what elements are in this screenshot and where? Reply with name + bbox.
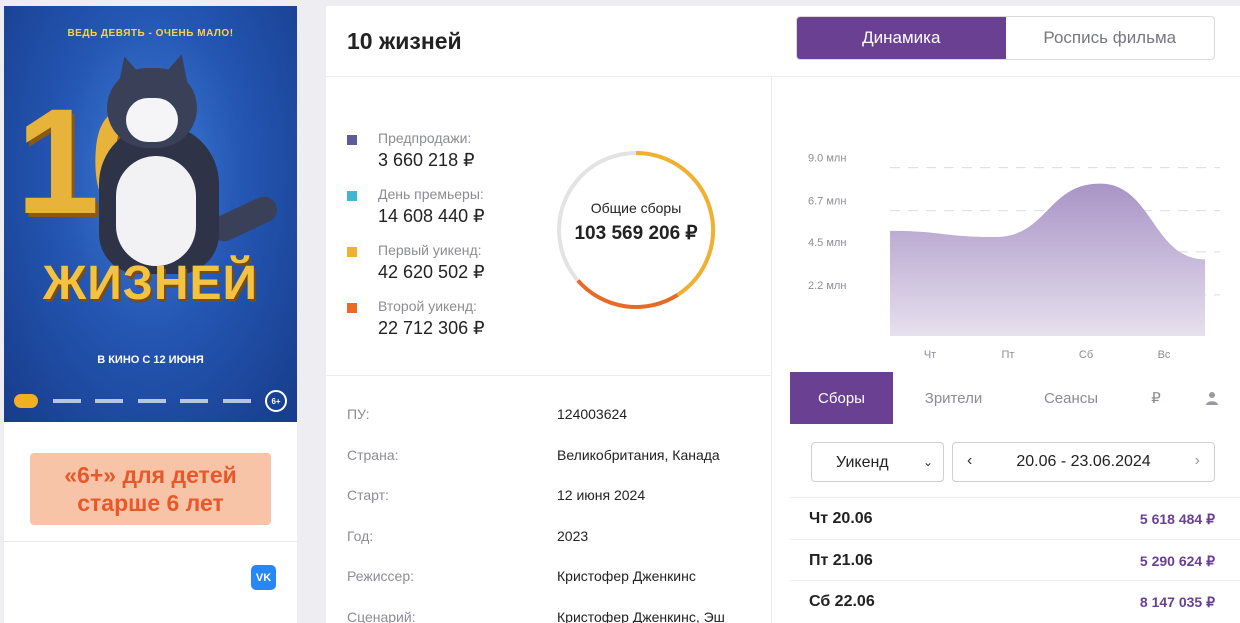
table-row: Чт 20.06 5 618 484 ₽ <box>790 497 1240 538</box>
legend-swatch <box>347 303 357 313</box>
detail-key: Сценарий: <box>347 608 416 623</box>
day-label: Чт 20.06 <box>809 510 873 527</box>
donut-segment-second-weekend <box>576 279 679 310</box>
date-range-picker: ‹ 20.06 - 23.06.2024 › <box>952 442 1215 482</box>
poster-tagline: ВЕДЬ ДЕВЯТЬ - ОЧЕНЬ МАЛО! <box>67 28 234 39</box>
summary-value: 14 608 440 ₽ <box>378 206 485 226</box>
summary-value: 42 620 502 ₽ <box>378 262 485 282</box>
total-value: 103 569 206 ₽ <box>574 223 698 244</box>
divider <box>4 541 297 542</box>
day-label: Пт 21.06 <box>809 552 873 569</box>
page-title: 10 жизней <box>347 28 462 54</box>
detail-value: Кристофер Дженкинс, Эш <box>557 608 725 623</box>
y-tick-label: 4.5 млн <box>808 237 846 249</box>
poster-title: ЖИЗНЕЙ <box>42 257 259 310</box>
divider <box>771 76 772 623</box>
legend-swatch <box>347 191 357 201</box>
detail-value: 12 июня 2024 <box>557 487 646 504</box>
day-label: Сб 22.06 <box>809 593 875 610</box>
summary-value: 3 660 218 ₽ <box>378 150 475 170</box>
poster-release-date: В КИНО С 12 ИЮНЯ <box>97 354 204 366</box>
day-gross: 8 147 035 ₽ <box>1139 594 1215 610</box>
summary-value: 22 712 306 ₽ <box>378 318 485 338</box>
detail-value: 2023 <box>557 527 589 544</box>
y-tick-label: 9.0 млн <box>808 153 846 165</box>
detail-row: Страна: Великобритания, Канада <box>347 447 767 488</box>
detail-key: Режиссер: <box>347 568 414 585</box>
cat-face <box>126 98 178 142</box>
detail-value: 124003624 <box>557 406 628 422</box>
film-details: ПУ: 124003624 Страна: Великобритания, Ка… <box>347 406 767 623</box>
tab-film-schedule[interactable]: Роспись фильма <box>1043 28 1177 47</box>
divider <box>326 375 771 376</box>
tab-sessions[interactable]: Сеансы <box>1043 389 1099 407</box>
detail-row: Сценарий: Кристофер Дженкинс, Эш <box>347 609 767 623</box>
currency-icon[interactable]: ₽ <box>1151 390 1161 407</box>
person-icon <box>1206 392 1218 405</box>
table-row: Пт 21.06 5 290 624 ₽ <box>790 539 1240 580</box>
detail-value: Кристофер Дженкинс <box>557 568 696 585</box>
partner-logo <box>180 399 208 403</box>
detail-row: ПУ: 124003624 <box>347 406 767 447</box>
metric-tabs: Сборы Зрители Сеансы ₽ <box>790 372 1240 424</box>
x-tick-label: Пт <box>1002 349 1015 361</box>
person-icon[interactable] <box>1184 372 1240 424</box>
legend-swatch <box>347 135 357 145</box>
detail-key: Старт: <box>347 487 389 504</box>
left-column: ВЕДЬ ДЕВЯТЬ - ОЧЕНЬ МАЛО! 10 ЖИЗНЕЙ В КИ… <box>4 6 297 623</box>
summary-label: Второй уикенд: <box>378 298 477 314</box>
tab-dynamics[interactable]: Динамика <box>797 17 1006 59</box>
partner-logo <box>137 399 166 403</box>
tab-viewers[interactable]: Зрители <box>924 389 983 407</box>
period-type-select[interactable]: Уикенд ⌄ <box>811 442 944 482</box>
table-row: Сб 22.06 8 147 035 ₽ <box>790 580 1240 621</box>
detail-row: Старт: 12 июня 2024 <box>347 487 767 528</box>
age-rating-notice: «6+» для детей старше 6 лет <box>30 453 271 525</box>
detail-row: Год: 2023 <box>347 528 767 569</box>
tab-gross[interactable]: Сборы <box>790 372 893 424</box>
partner-logo <box>222 399 251 403</box>
partner-logo <box>95 399 123 403</box>
summary-label: Первый уикенд: <box>378 242 482 258</box>
detail-row: Режиссер: Кристофер Дженкинс <box>347 568 767 609</box>
x-tick-label: Чт <box>924 349 936 361</box>
x-tick-label: Сб <box>1079 349 1093 361</box>
view-toggle: Динамика Роспись фильма <box>796 16 1215 60</box>
chevron-down-icon: ⌄ <box>922 455 933 469</box>
day-gross: 5 618 484 ₽ <box>1139 511 1215 527</box>
cat-belly <box>116 156 196 266</box>
chevron-right-icon[interactable]: › <box>1194 452 1200 469</box>
studio-logo <box>14 394 38 408</box>
poster-logos: 6+ <box>14 390 287 412</box>
summary-label: День премьеры: <box>378 186 484 202</box>
summary-label: Предпродажи: <box>378 130 472 146</box>
detail-key: Год: <box>347 527 374 544</box>
movie-poster: ВЕДЬ ДЕВЯТЬ - ОЧЕНЬ МАЛО! 10 ЖИЗНЕЙ В КИ… <box>4 6 297 422</box>
y-tick-label: 6.7 млн <box>808 196 846 208</box>
chevron-left-icon[interactable]: ‹ <box>967 452 973 469</box>
vk-share-button[interactable]: VK <box>251 565 276 590</box>
gross-dynamics-chart: 2.2 млн 4.5 млн 6.7 млн 9.0 млн Чт Пт Сб Вс <box>808 153 1220 361</box>
donut-center: Общие сборы 103 569 206 ₽ <box>556 200 716 245</box>
x-tick-label: Вс <box>1158 349 1171 361</box>
y-tick-label: 2.2 млн <box>808 280 846 292</box>
date-range-text: 20.06 - 23.06.2024 <box>1016 453 1151 470</box>
poster-age-badge: 6+ <box>265 390 287 412</box>
detail-key: ПУ: <box>347 406 370 422</box>
total-label: Общие сборы <box>590 200 682 216</box>
total-gross-donut <box>557 151 716 310</box>
divider <box>326 76 1240 77</box>
area-series <box>890 183 1205 336</box>
donut-segment-first-weekend <box>635 151 716 297</box>
partner-logo <box>52 399 81 403</box>
legend-swatch <box>347 247 357 257</box>
detail-value: Великобритания, Канада <box>557 446 720 463</box>
period-type-value: Уикенд <box>836 454 889 471</box>
detail-key: Страна: <box>347 446 399 463</box>
day-gross: 5 290 624 ₽ <box>1139 553 1215 569</box>
film-panel: 10 жизней Динамика Роспись фильма Предпр… <box>326 6 1240 623</box>
